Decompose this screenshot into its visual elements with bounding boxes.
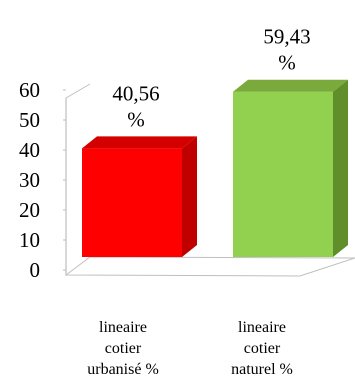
category-label: naturel % <box>231 361 293 378</box>
y-axis: 0 10 20 30 40 50 60 <box>19 78 91 282</box>
data-label-value: 59,43 <box>263 25 310 49</box>
y-tick-label: 20 <box>19 198 40 222</box>
bar <box>233 79 348 258</box>
data-label-value: 40,56 <box>112 81 159 105</box>
category-label: lineaire <box>238 319 286 336</box>
category-label: cotier <box>105 340 142 357</box>
bar-top <box>233 79 348 92</box>
y-tick-label: 0 <box>30 258 41 282</box>
bar-side <box>333 79 348 258</box>
bar-top <box>82 136 197 149</box>
y-tick-label: 30 <box>19 168 40 192</box>
bar <box>82 136 197 257</box>
category-label: cotier <box>244 340 281 357</box>
bar-side <box>182 136 197 257</box>
chart-floor-plane <box>64 256 355 277</box>
category-label: lineaire <box>99 319 147 336</box>
chart-floor <box>64 256 355 277</box>
y-tick-label: 50 <box>19 108 40 132</box>
labels: 40,56% lineaire cotier urbanisé % 59,43% line… <box>87 25 310 378</box>
y-tick-label: 10 <box>19 228 40 252</box>
y-tick-label: 60 <box>19 78 40 102</box>
bar-front <box>233 91 333 258</box>
data-label-unit: % <box>278 51 296 75</box>
data-label-unit: % <box>127 107 145 131</box>
category-label: urbanisé % <box>87 361 159 378</box>
bar-front <box>82 148 182 257</box>
y-tick-label: 40 <box>19 138 40 162</box>
back-wall-edge <box>65 83 91 99</box>
bars <box>82 79 348 258</box>
